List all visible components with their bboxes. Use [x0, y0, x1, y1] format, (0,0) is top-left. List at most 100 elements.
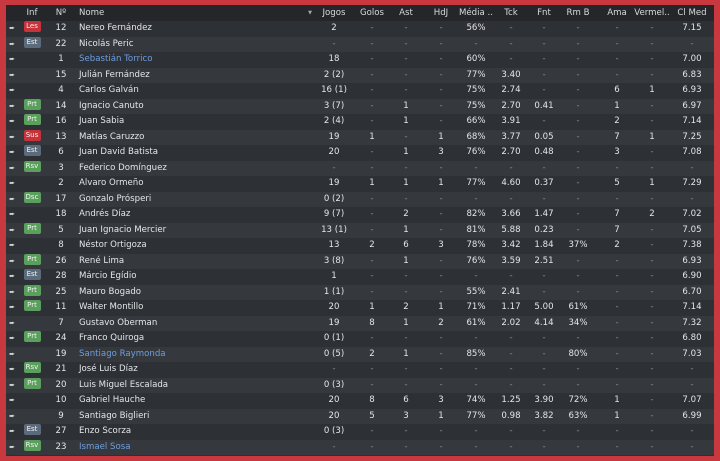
player-name-link[interactable]: Juan David Batista: [79, 147, 159, 157]
table-row[interactable]: ➨ Prt 26 René Lima 3 (8) - 1 - 76% 3.59 2.51 - - - 6.9…: [6, 253, 714, 269]
column-header-ama[interactable]: Ama: [607, 8, 627, 18]
player-name-link[interactable]: Alvaro Ormeño: [79, 178, 144, 188]
status-badge-rsv[interactable]: Rsv: [23, 439, 41, 451]
table-row[interactable]: ➨ 10 Gabriel Hauche 20 8 6 3 74% 1.25 3.90 72% 1 - 7.…: [6, 393, 714, 409]
player-name-link[interactable]: Santiago Raymonda: [79, 348, 166, 359]
player-name-link[interactable]: Nicolás Peric: [79, 38, 134, 49]
drag-handle-icon[interactable]: ➨: [9, 442, 15, 451]
drag-handle-icon[interactable]: ➨: [9, 210, 15, 218]
table-row[interactable]: ➨ Prt 11 Walter Montillo 20 1 2 1 71% 1.17 5.00 61%…: [6, 300, 714, 316]
player-name-link[interactable]: Enzo Scorza: [79, 426, 132, 436]
column-header-inf[interactable]: Inf: [26, 8, 38, 18]
table-row[interactable]: ➨ Est 28 Márcio Egídio 1 - - - - - - - - - 6.90: [6, 269, 714, 285]
table-row[interactable]: ➨ 8 Néstor Ortigoza 13 2 6 3 78% 3.42 1.84 37% 2 - 7.…: [6, 238, 714, 254]
table-row[interactable]: ➨ Prt 16 Juan Sabia 2 (4) - 1 - 66% 3.91 - - 2 - 7.14: [6, 114, 714, 130]
drag-handle-icon[interactable]: ➨: [9, 24, 15, 32]
table-row[interactable]: ➨ Prt 24 Franco Quiroga 0 (1) - - - - - - - - - 6.80: [6, 331, 714, 347]
status-badge-est[interactable]: Est: [23, 36, 41, 48]
table-row[interactable]: ➨ Prt 20 Luis Miguel Escalada 0 (3) - - - - - - - - -…: [6, 377, 714, 393]
player-name-link[interactable]: Santiago Biglieri: [79, 410, 150, 421]
status-badge-dsc[interactable]: Dsc: [23, 191, 41, 203]
player-name-link[interactable]: Gonzalo Prósperi: [79, 193, 152, 204]
drag-handle-icon[interactable]: ➨: [9, 303, 15, 311]
player-name-link[interactable]: Márcio Egídio: [79, 271, 137, 281]
table-row[interactable]: ➨ 18 Andrés Díaz 9 (7) - 2 - 82% 3.66 1.47 - 7 2 7.02: [6, 207, 714, 223]
player-name-link[interactable]: Sebastián Torrico: [79, 54, 153, 64]
player-name-link[interactable]: Gustavo Oberman: [79, 317, 158, 328]
player-name-link[interactable]: Andrés Díaz: [79, 209, 131, 219]
sort-desc-icon[interactable]: ▼: [308, 10, 312, 16]
table-row[interactable]: ➨ Rsv 23 Ismael Sosa - - - - - - - - - - -: [6, 439, 714, 455]
status-badge-sus[interactable]: Sus: [23, 129, 41, 141]
drag-handle-icon[interactable]: ➨: [9, 70, 15, 79]
drag-handle-icon[interactable]: ➨: [9, 241, 15, 249]
table-row[interactable]: ➨ 2 Alvaro Ormeño 19 1 1 1 77% 4.60 0.37 - 5 1 7.29: [6, 176, 714, 192]
status-badge-est[interactable]: Est: [23, 145, 41, 156]
table-row[interactable]: ➨ 7 Gustavo Oberman 19 8 1 2 61% 2.02 4.14 34% - - 7.…: [6, 315, 714, 331]
status-badge-prt[interactable]: Prt: [23, 300, 41, 311]
status-badge-prt[interactable]: Prt: [23, 114, 41, 125]
player-name-link[interactable]: Mauro Bogado: [79, 286, 142, 297]
status-badge-prt[interactable]: Prt: [23, 377, 41, 389]
drag-handle-icon[interactable]: ➨: [9, 101, 15, 110]
drag-handle-icon[interactable]: ➨: [9, 194, 15, 203]
drag-handle-icon[interactable]: ➨: [9, 287, 15, 296]
table-row[interactable]: ➨ Est 6 Juan David Batista 20 - 1 3 76% 2.70 0.48 -…: [6, 145, 714, 161]
player-name-link[interactable]: Ismael Sosa: [79, 441, 131, 452]
drag-handle-icon[interactable]: ➨: [9, 380, 15, 389]
table-row[interactable]: ➨ Prt 5 Juan Ignacio Mercier 13 (1) - 1 - 81% 5.8…: [6, 222, 714, 238]
drag-handle-icon[interactable]: ➨: [9, 318, 15, 327]
drag-handle-icon[interactable]: ➨: [9, 334, 15, 342]
status-badge-rsv[interactable]: Rsv: [23, 160, 41, 172]
drag-handle-icon[interactable]: ➨: [9, 427, 15, 435]
column-header-fnt[interactable]: Fnt: [537, 8, 551, 18]
player-name-link[interactable]: René Lima: [79, 255, 125, 266]
player-name-link[interactable]: Juan Sabia: [79, 116, 125, 126]
drag-handle-icon[interactable]: ➨: [9, 148, 15, 156]
drag-handle-icon[interactable]: ➨: [9, 132, 15, 141]
player-name-link[interactable]: Néstor Ortigoza: [79, 240, 147, 250]
drag-handle-icon[interactable]: ➨: [9, 349, 15, 358]
table-row[interactable]: ➨ Les 12 Nereo Fernández 2 - - - 56% - - - - - 7.15: [6, 21, 714, 37]
column-header-name[interactable]: Nome: [79, 8, 105, 18]
table-row[interactable]: ➨ Rsv 3 Federico Domínguez - - - - - - - - - - -: [6, 160, 714, 176]
drag-handle-icon[interactable]: ➨: [9, 55, 15, 63]
player-name-link[interactable]: Ignacio Canuto: [79, 100, 144, 111]
table-row[interactable]: ➨ Prt 25 Mauro Bogado 1 (1) - - - 55% 2.41 - - - - 6.7…: [6, 284, 714, 300]
drag-handle-icon[interactable]: ➨: [9, 411, 15, 420]
column-header-ast[interactable]: Ast: [399, 8, 413, 18]
drag-handle-icon[interactable]: ➨: [9, 365, 15, 373]
drag-handle-icon[interactable]: ➨: [9, 272, 15, 280]
player-name-link[interactable]: Carlos Galván: [79, 85, 139, 95]
drag-handle-icon[interactable]: ➨: [9, 225, 15, 234]
column-header-hdj[interactable]: HdJ: [433, 8, 449, 18]
drag-handle-icon[interactable]: ➨: [9, 256, 15, 265]
table-row[interactable]: ➨ Prt 14 Ignacio Canuto 3 (7) - 1 - 75% 2.70 0.41 -…: [6, 98, 714, 114]
player-name-link[interactable]: Gabriel Hauche: [79, 395, 146, 405]
table-row[interactable]: ➨ 19 Santiago Raymonda 0 (5) 2 1 - 85% - - 80% - - 7.…: [6, 346, 714, 362]
status-badge-prt[interactable]: Prt: [23, 284, 41, 296]
table-row[interactable]: ➨ Est 27 Enzo Scorza 0 (3) - - - - - - - - - -: [6, 424, 714, 440]
column-header-vermel[interactable]: Vermel..: [634, 8, 670, 18]
player-name-link[interactable]: José Luis Díaz: [79, 364, 138, 374]
status-badge-rsv[interactable]: Rsv: [23, 362, 41, 373]
drag-handle-icon[interactable]: ➨: [9, 163, 15, 172]
player-name-link[interactable]: Luis Miguel Escalada: [79, 379, 169, 390]
status-badge-est[interactable]: Est: [23, 269, 41, 280]
drag-handle-icon[interactable]: ➨: [9, 39, 15, 48]
column-header-golos[interactable]: Golos: [359, 8, 385, 18]
status-badge-prt[interactable]: Prt: [23, 331, 41, 342]
status-badge-les[interactable]: Les: [23, 21, 41, 32]
player-name-link[interactable]: Julián Fernández: [79, 69, 150, 80]
column-header-jogos[interactable]: Jogos: [322, 8, 346, 18]
table-row[interactable]: ➨ 1 Sebastián Torrico 18 - - - 60% - - - - - 7.00: [6, 52, 714, 68]
table-row[interactable]: ➨ Sus 13 Matías Caruzzo 19 1 - 1 68% 3.77 0.05 - 7 1 7…: [6, 129, 714, 145]
player-name-link[interactable]: Federico Domínguez: [79, 162, 167, 173]
table-row[interactable]: ➨ Dsc 17 Gonzalo Prósperi 0 (2) - - - - - - - - - -: [6, 191, 714, 207]
table-row[interactable]: ➨ 9 Santiago Biglieri 20 5 3 1 77% 0.98 3.82 63% 1 -…: [6, 408, 714, 424]
table-row[interactable]: ➨ 15 Julián Fernández 2 (2) - - - 77% 3.40 - - - - 6.…: [6, 67, 714, 83]
status-badge-prt[interactable]: Prt: [23, 253, 41, 265]
column-header-media[interactable]: Média ..: [458, 8, 493, 18]
player-name-link[interactable]: Franco Quiroga: [79, 333, 145, 343]
player-name-link[interactable]: Matías Caruzzo: [79, 131, 145, 142]
